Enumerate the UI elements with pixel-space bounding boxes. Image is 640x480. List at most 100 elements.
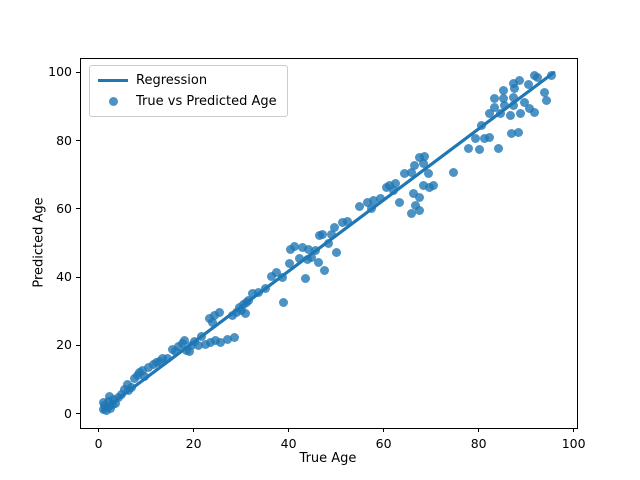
scatter-point (390, 178, 400, 188)
scatter-point (509, 79, 519, 89)
scatter-point (311, 246, 321, 256)
y-tick-mark (76, 344, 80, 346)
scatter-point (498, 86, 508, 96)
y-tick-mark (76, 140, 80, 142)
scatter-point (317, 230, 327, 240)
x-tick-mark (193, 428, 195, 432)
scatter-point (329, 223, 339, 233)
x-tick-mark (573, 428, 575, 432)
scatter-point (414, 153, 424, 163)
scatter-point (449, 168, 459, 178)
y-tick-label: 0 (64, 405, 72, 421)
scatter-point (206, 337, 216, 347)
scatter-point (278, 273, 288, 283)
scatter-point (157, 353, 167, 363)
scatter-point (313, 258, 323, 268)
scatter-point (500, 101, 510, 111)
scatter-point (227, 310, 237, 320)
scatter-point (294, 253, 304, 263)
scatter-point (331, 248, 341, 258)
scatter-point (464, 143, 474, 153)
scatter-point (414, 193, 424, 203)
scatter-point (516, 109, 526, 119)
scatter-point (285, 259, 295, 269)
x-tick-label: 60 (375, 436, 392, 451)
y-tick-label: 100 (48, 64, 72, 80)
scatter-point (407, 209, 417, 219)
scatter-point (184, 346, 194, 356)
scatter-point (342, 217, 352, 227)
scatter-point (354, 201, 364, 211)
scatter-point (524, 104, 534, 114)
scatter-point (506, 111, 516, 121)
y-tick-mark (76, 276, 80, 278)
scatter-point (475, 144, 485, 154)
scatter-points-layer (81, 59, 577, 428)
y-tick-label: 20 (56, 337, 72, 353)
scatter-point (506, 128, 516, 138)
scatter-point (260, 284, 270, 294)
x-tick-label: 100 (561, 436, 586, 451)
scatter-point (139, 371, 149, 381)
y-tick-mark (76, 208, 80, 210)
scatter-point (409, 161, 419, 171)
scatter-point (385, 180, 395, 190)
scatter-point (493, 144, 503, 154)
y-tick-label: 40 (56, 269, 72, 285)
scatter-point (524, 80, 534, 90)
scatter-point (323, 238, 333, 248)
scatter-point (303, 244, 313, 254)
scatter-point (210, 310, 219, 320)
scatter-point (229, 332, 239, 342)
scatter-point (411, 201, 421, 211)
scatter-point (210, 336, 220, 346)
scatter-point (215, 337, 225, 347)
scatter-point (533, 73, 543, 83)
scatter-point (484, 133, 494, 142)
legend-marker-swatch (98, 97, 128, 106)
scatter-point (394, 198, 404, 208)
y-tick-label: 60 (56, 200, 72, 216)
scatter-point (144, 363, 154, 373)
scatter-point (499, 94, 509, 104)
y-axis-label: Predicted Age (31, 197, 47, 288)
scatter-point (137, 366, 147, 376)
y-tick-label: 80 (56, 132, 72, 148)
scatter-point (489, 94, 499, 104)
scatter-point (240, 309, 250, 319)
scatter-point (253, 287, 263, 297)
scatter-point (105, 392, 114, 402)
scatter-point (542, 96, 552, 106)
scatter-point (232, 308, 242, 318)
scatter-point (423, 169, 433, 179)
legend-label-regression: Regression (136, 73, 208, 88)
scatter-point (406, 168, 416, 178)
scatter-point (363, 198, 373, 208)
x-tick-mark (98, 428, 100, 432)
scatter-point (510, 84, 520, 94)
scatter-point (490, 103, 500, 113)
scatter-point (376, 193, 386, 203)
scatter-point (99, 398, 109, 408)
scatter-point (279, 298, 289, 308)
scatter-point (319, 266, 329, 276)
scatter-point (419, 151, 429, 161)
scatter-point (306, 253, 316, 263)
x-tick-mark (383, 428, 385, 432)
plot-area: 0 20 40 60 80 100 0 20 40 60 80 100 Regression True… (48, 58, 586, 451)
scatter-point (415, 206, 425, 216)
scatter-point (408, 189, 418, 199)
y-tick-mark (76, 71, 80, 73)
scatter-point (163, 354, 173, 364)
scatter-point (429, 180, 439, 190)
scatter-point (207, 318, 217, 328)
scatter-point (122, 380, 132, 390)
scatter-point (267, 271, 276, 281)
scatter-point (530, 108, 540, 118)
scatter-point (496, 109, 506, 119)
scatter-point (513, 127, 523, 137)
scatter-point (244, 296, 254, 306)
scatter-point (399, 169, 409, 179)
scatter-point (327, 230, 337, 240)
x-tick-label: 20 (185, 436, 202, 451)
